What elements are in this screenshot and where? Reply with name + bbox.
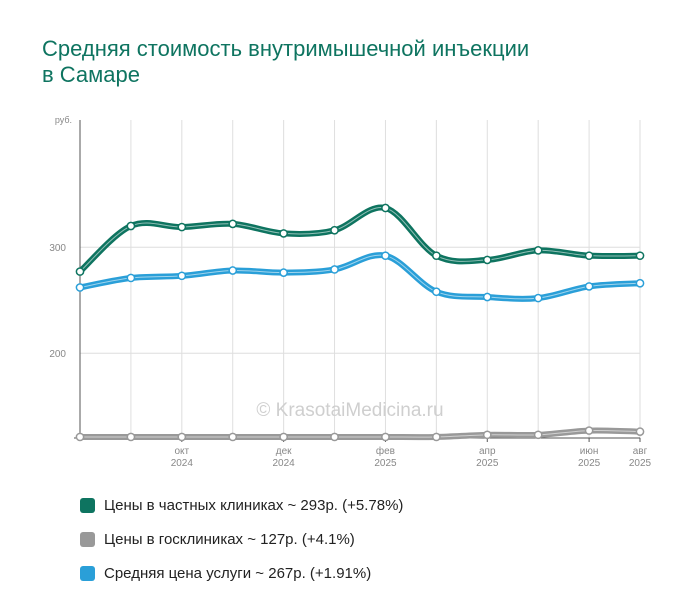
data-point-average <box>432 287 441 297</box>
data-point-average <box>381 251 390 261</box>
chart-title: Средняя стоимость внутримышечной инъекци… <box>42 36 662 88</box>
data-point-average <box>330 265 339 274</box>
x-tick-label-year: 2024 <box>171 458 194 469</box>
data-point-average <box>177 271 187 281</box>
data-point-private <box>75 267 85 276</box>
data-point-public <box>330 432 339 442</box>
data-point-average <box>75 283 85 292</box>
legend-label-public: Цены в госклиниках ~ 127р. (+4.1%) <box>104 530 355 548</box>
x-tick-label-month: апр <box>479 446 496 457</box>
data-point-private <box>381 203 390 213</box>
data-point-public <box>635 427 645 436</box>
legend-label-private: Цены в частных клиниках ~ 293р. (+5.78%) <box>104 496 404 514</box>
data-point-private <box>482 255 492 265</box>
data-point-private <box>432 251 441 261</box>
data-point-private <box>279 229 288 238</box>
data-point-private <box>228 219 238 229</box>
data-point-public <box>381 432 390 442</box>
x-tick-label-year: 2025 <box>374 458 397 469</box>
chart-title-line-2: в Самаре <box>42 62 141 87</box>
data-point-public <box>584 426 594 435</box>
data-point-public <box>482 430 492 440</box>
data-point-private <box>635 251 645 261</box>
data-point-average <box>279 268 288 277</box>
data-point-public <box>533 430 543 440</box>
data-point-public <box>126 432 136 442</box>
legend-swatch-private <box>80 497 95 513</box>
data-point-private <box>584 251 594 261</box>
legend-item-public[interactable]: Цены в госклиниках ~ 127р. (+4.1%) <box>80 522 403 556</box>
chart-title-line-1: Средняя стоимость внутримышечной инъекци… <box>42 36 530 61</box>
legend-swatch-public <box>80 531 95 547</box>
x-tick-label-month: июн <box>580 446 599 457</box>
legend-item-private[interactable]: Цены в частных клиниках ~ 293р. (+5.78%) <box>80 488 403 522</box>
data-point-average <box>126 273 136 283</box>
x-tick-label-year: 2025 <box>629 458 652 469</box>
x-tick-label-year: 2025 <box>578 458 601 469</box>
x-tick-label-month: дек <box>276 446 292 457</box>
data-point-public <box>279 432 288 442</box>
data-point-average <box>228 266 238 275</box>
data-point-private <box>533 246 543 255</box>
legend: Цены в частных клиниках ~ 293р. (+5.78%)… <box>80 488 403 590</box>
legend-label-average: Средняя цена услуги ~ 267р. (+1.91%) <box>104 564 372 582</box>
data-point-public <box>177 432 187 442</box>
data-point-private <box>126 221 136 231</box>
data-point-public <box>228 432 238 442</box>
data-point-average <box>584 282 594 291</box>
x-tick-label-year: 2025 <box>476 458 499 469</box>
legend-item-average[interactable]: Средняя цена услуги ~ 267р. (+1.91%) <box>80 556 403 590</box>
data-point-average <box>482 292 492 302</box>
y-axis-unit: руб. <box>55 115 72 125</box>
data-point-private <box>177 222 187 232</box>
legend-swatch-average <box>80 565 95 581</box>
x-tick-label-month: фев <box>376 445 395 457</box>
data-point-private <box>330 225 339 235</box>
data-point-public <box>432 432 441 442</box>
watermark: © KrasotaiMedicina.ru <box>256 400 443 421</box>
data-point-average <box>635 278 645 288</box>
x-tick-label-month: авг <box>633 446 648 457</box>
data-point-public <box>75 432 85 442</box>
y-tick-label: 300 <box>49 243 66 254</box>
x-tick-label-year: 2024 <box>273 458 296 469</box>
chart-plot: 200300окт2024дек2024фев2025апр2025июн202… <box>49 115 652 469</box>
data-point-average <box>533 293 543 303</box>
x-tick-label-month: окт <box>174 446 189 457</box>
y-tick-label: 200 <box>49 349 66 360</box>
